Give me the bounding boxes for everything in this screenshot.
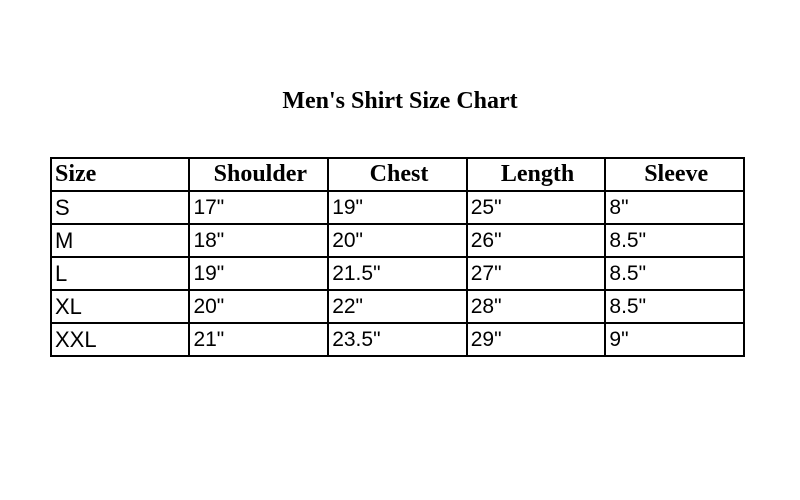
cell-length: 29" <box>465 322 607 357</box>
header-size: Size <box>49 157 191 192</box>
header-chest: Chest <box>327 157 468 192</box>
table-row: M 18" 20" 26" 8.5" <box>49 223 745 258</box>
cell-size: M <box>49 223 191 258</box>
cell-chest: 19" <box>327 190 468 225</box>
cell-shoulder: 19" <box>188 256 330 291</box>
cell-length: 25" <box>465 190 607 225</box>
cell-length: 27" <box>465 256 607 291</box>
size-table: Size Shoulder Chest Length Sleeve S 17" 19… <box>49 157 745 357</box>
header-shoulder: Shoulder <box>188 157 330 192</box>
cell-size: S <box>49 190 191 225</box>
cell-length: 26" <box>465 223 607 258</box>
cell-chest: 22" <box>327 289 468 324</box>
cell-chest: 20" <box>327 223 468 258</box>
cell-size: XL <box>49 289 191 324</box>
header-sleeve: Sleeve <box>604 157 745 192</box>
table-row: S 17" 19" 25" 8" <box>49 190 745 225</box>
cell-size: L <box>49 256 191 291</box>
cell-sleeve: 8.5" <box>604 289 745 324</box>
cell-sleeve: 9" <box>604 322 745 357</box>
cell-chest: 23.5" <box>327 322 468 357</box>
cell-shoulder: 21" <box>188 322 330 357</box>
cell-size: XXL <box>49 322 191 357</box>
table-row: XXL 21" 23.5" 29" 9" <box>49 322 745 357</box>
table-row: XL 20" 22" 28" 8.5" <box>49 289 745 324</box>
cell-chest: 21.5" <box>327 256 468 291</box>
cell-length: 28" <box>465 289 607 324</box>
cell-sleeve: 8" <box>604 190 745 225</box>
cell-sleeve: 8.5" <box>604 223 745 258</box>
page-title: Men's Shirt Size Chart <box>282 88 518 114</box>
header-length: Length <box>465 157 607 192</box>
table-header-row: Size Shoulder Chest Length Sleeve <box>49 157 745 192</box>
cell-sleeve: 8.5" <box>604 256 745 291</box>
cell-shoulder: 18" <box>188 223 330 258</box>
cell-shoulder: 20" <box>188 289 330 324</box>
table-row: L 19" 21.5" 27" 8.5" <box>49 256 745 291</box>
cell-shoulder: 17" <box>188 190 330 225</box>
